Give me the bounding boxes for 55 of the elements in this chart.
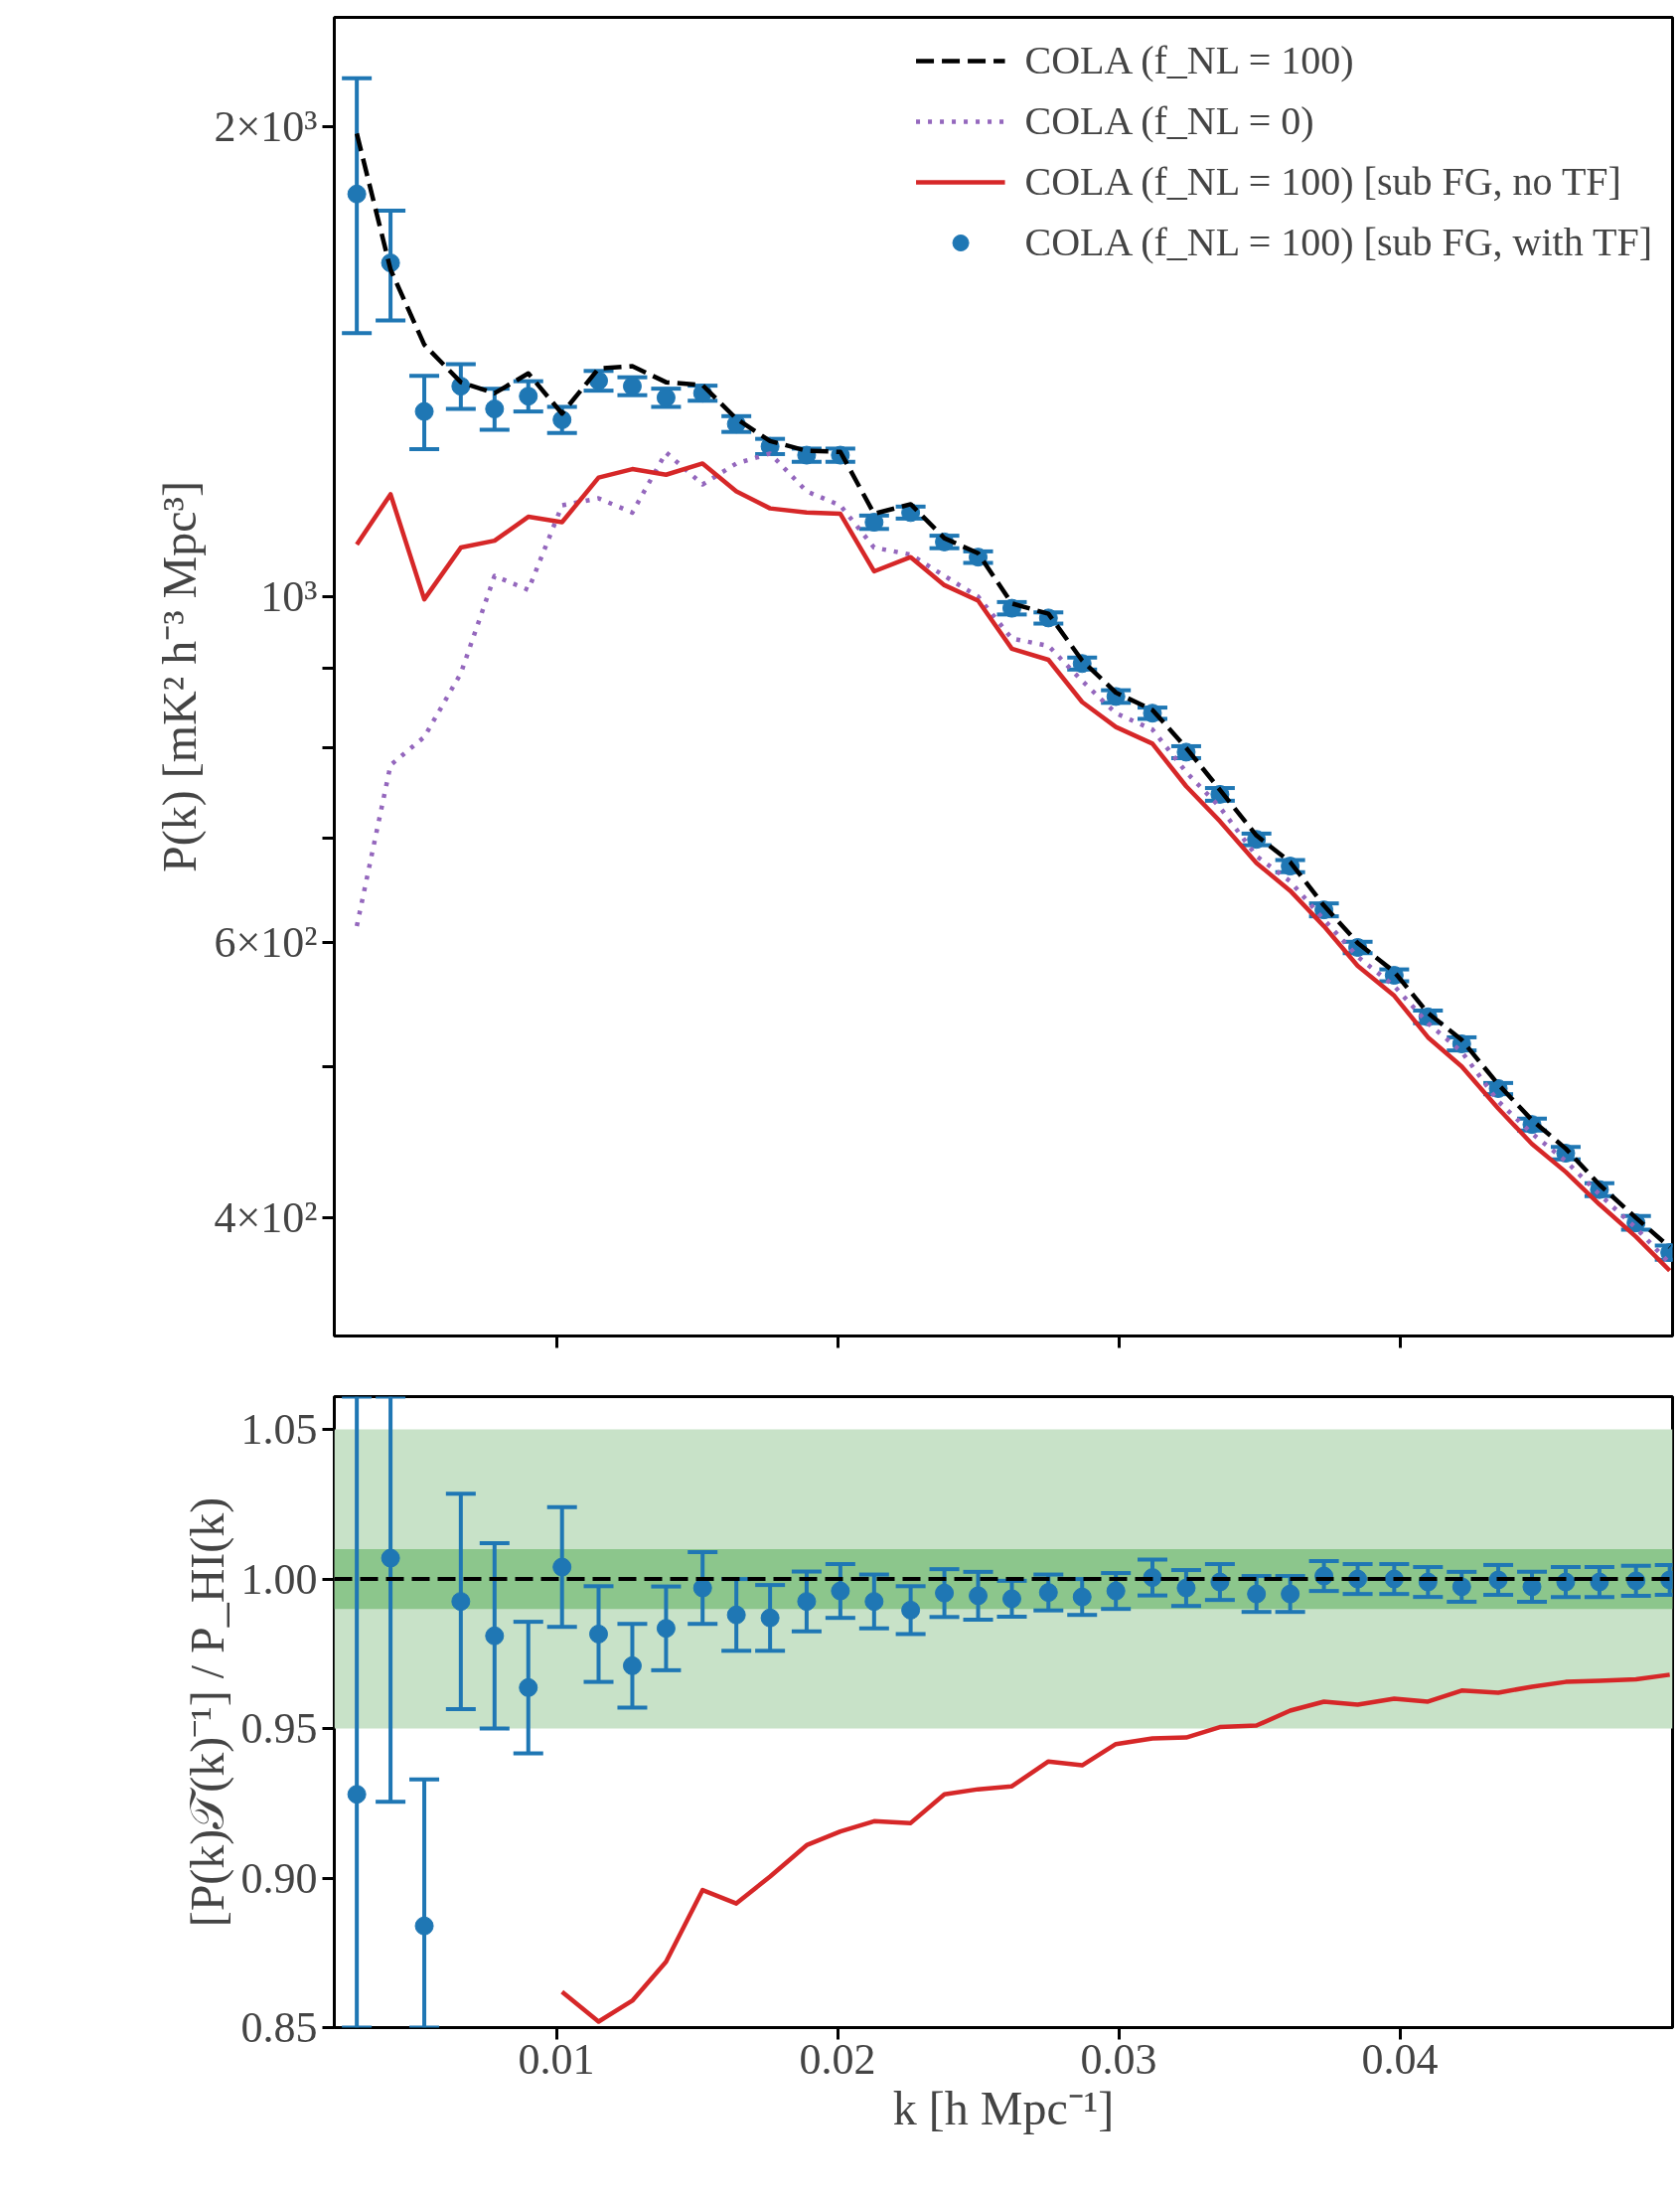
line-series <box>559 1672 1672 2024</box>
point <box>451 1592 471 1612</box>
point <box>692 1578 712 1598</box>
point <box>519 1677 538 1697</box>
point <box>552 1557 572 1577</box>
x-axis-title: k [h Mpc⁻¹] <box>892 2081 1115 2134</box>
legend-label: COLA (f_NL = 100) <box>1024 37 1354 83</box>
y-tick-label: 0.85 <box>240 2003 318 2052</box>
point <box>485 399 505 418</box>
point <box>760 1608 780 1628</box>
point <box>347 184 367 204</box>
x-tick-label: 0.01 <box>518 2034 595 2084</box>
point <box>864 1592 884 1612</box>
y-tick-label: 0.90 <box>240 1853 318 1903</box>
y-tick-label: 1.00 <box>240 1554 318 1604</box>
point <box>1106 1581 1126 1601</box>
point <box>797 1592 817 1612</box>
x-tick-label: 0.02 <box>799 2034 876 2084</box>
legend-label: COLA (f_NL = 100) [sub FG, no TF] <box>1024 158 1621 205</box>
point <box>1001 1589 1021 1609</box>
x-tick-label: 0.03 <box>1080 2034 1157 2084</box>
legend-label: COLA (f_NL = 0) <box>1024 97 1314 144</box>
y-tick-label: 0.95 <box>240 1704 318 1754</box>
point <box>414 401 434 421</box>
x-tick-label: 0.04 <box>1361 2034 1439 2084</box>
point <box>485 1626 505 1646</box>
point <box>414 1916 434 1936</box>
y-tick-label: 1.05 <box>240 1405 318 1455</box>
y-axis-title: [P(k)𝒯(k)⁻¹] / P_HI(k) <box>180 1496 234 1928</box>
point <box>864 513 884 533</box>
point <box>656 388 676 407</box>
y-tick-label: 10³ <box>260 571 318 621</box>
y-tick-label: 6×10² <box>214 918 318 968</box>
y-axis-title: P(k) [mK² h⁻³ Mpc³] <box>153 481 208 872</box>
point <box>1451 1577 1471 1597</box>
point <box>901 1600 921 1620</box>
point <box>1176 1578 1196 1598</box>
point <box>726 1605 746 1625</box>
point <box>1281 1584 1300 1604</box>
point <box>831 1581 850 1601</box>
point <box>589 1624 608 1644</box>
point <box>622 377 642 396</box>
point <box>1038 1583 1058 1603</box>
point <box>622 1655 642 1675</box>
point <box>935 1583 955 1603</box>
point <box>1072 1587 1092 1607</box>
point <box>656 1619 676 1639</box>
y-tick-label: 4×10² <box>214 1193 318 1243</box>
point <box>969 1586 989 1606</box>
point <box>347 1785 367 1805</box>
point <box>1247 1584 1267 1604</box>
y-tick-label: 2×10³ <box>214 102 318 152</box>
point <box>519 387 538 406</box>
legend-label: COLA (f_NL = 100) [sub FG, with TF] <box>1024 219 1652 265</box>
point <box>381 1548 400 1568</box>
